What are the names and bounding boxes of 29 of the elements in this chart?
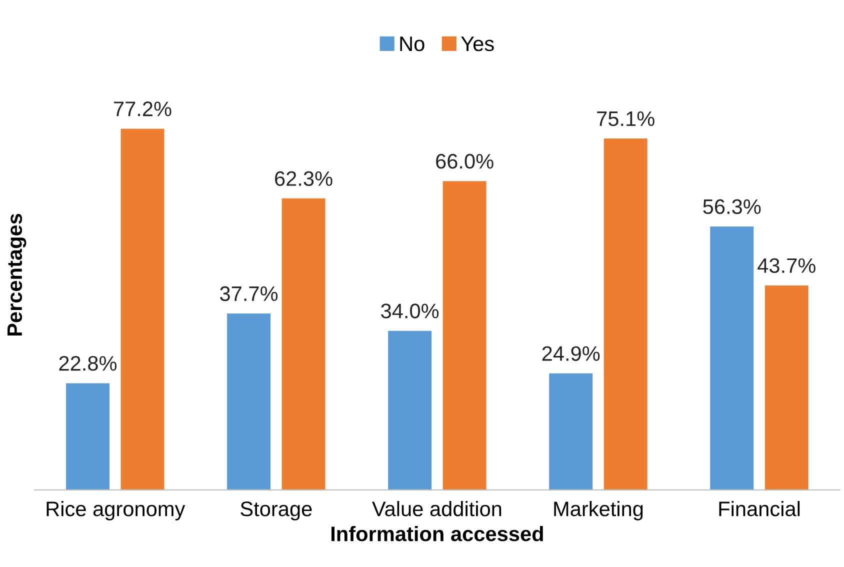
data-label: 66.0%	[436, 154, 494, 169]
legend-label: Yes	[461, 36, 494, 52]
bar	[227, 314, 271, 490]
bar	[604, 138, 648, 490]
data-label: 37.7%	[220, 286, 278, 302]
bar	[442, 181, 486, 490]
bar	[549, 373, 593, 490]
bar	[710, 226, 754, 490]
x-tick-label: Marketing	[554, 501, 643, 520]
x-axis-title: Information accessed	[331, 526, 543, 542]
bar	[120, 128, 164, 490]
x-tick-label: Rice agronomy	[46, 501, 186, 520]
data-label: 34.0%	[381, 304, 439, 318]
bar	[764, 285, 808, 490]
x-tick-label: Financial	[719, 501, 800, 516]
y-axis-title: Percentages	[8, 214, 26, 336]
data-label: 43.7%	[758, 258, 816, 273]
bar	[282, 198, 326, 490]
legend-label: No	[400, 36, 424, 52]
data-label: 22.8%	[59, 356, 117, 371]
x-tick-label: Storage	[240, 502, 312, 520]
data-label: 77.2%	[114, 102, 172, 116]
data-label: 75.1%	[597, 111, 654, 126]
data-label: 56.3%	[703, 199, 761, 214]
bar	[388, 330, 432, 490]
data-label: 62.3%	[275, 171, 332, 186]
data-label: 24.9%	[542, 346, 600, 361]
bar	[66, 383, 110, 490]
x-tick-label: Value addition	[372, 501, 502, 516]
